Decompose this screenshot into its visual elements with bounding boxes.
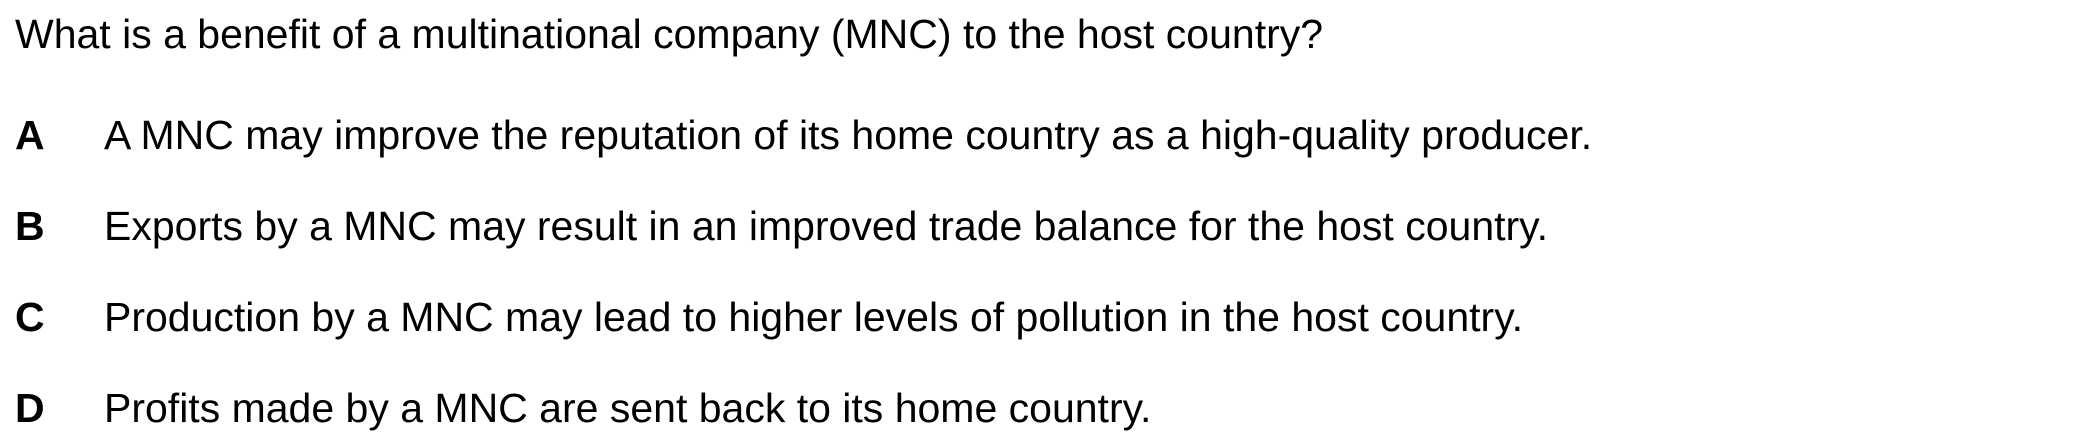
option-text: Production by a MNC may lead to higher l… xyxy=(104,294,1524,340)
question-text: What is a benefit of a multinational com… xyxy=(15,11,1324,57)
option-letter: C xyxy=(15,294,45,340)
option-letter: B xyxy=(15,203,45,249)
option-text: Profits made by a MNC are sent back to i… xyxy=(104,385,1152,431)
option-text: A MNC may improve the reputation of its … xyxy=(104,112,1593,158)
option-text: Exports by a MNC may result in an improv… xyxy=(104,203,1549,249)
option-letter: A xyxy=(15,112,45,158)
option-letter: D xyxy=(15,385,45,431)
